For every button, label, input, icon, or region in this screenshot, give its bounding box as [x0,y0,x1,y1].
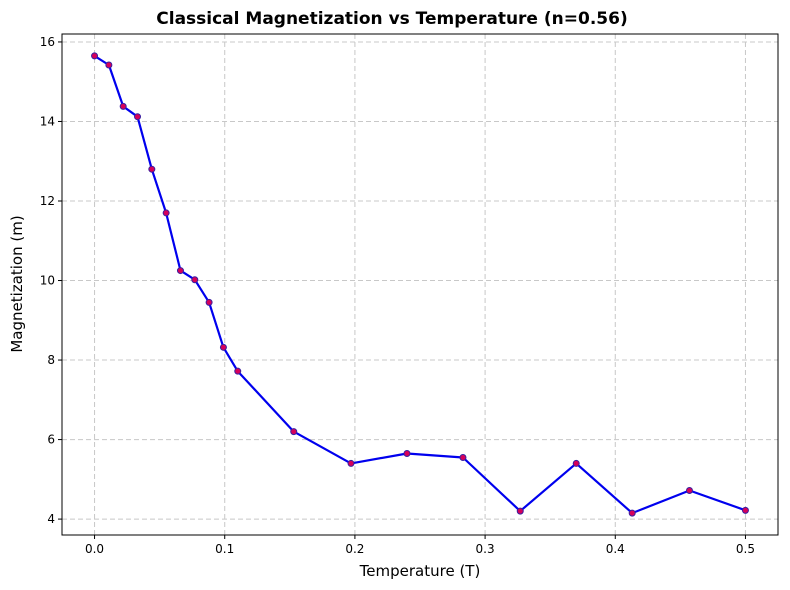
y-tick-label: 16 [40,35,55,49]
y-axis-label: Magnetization (m) [8,215,26,352]
data-point [290,428,298,436]
data-point [91,52,99,60]
x-tick-label: 0.2 [345,542,364,556]
data-point [347,459,355,467]
y-tick-label: 12 [40,194,55,208]
series-line [93,54,746,515]
data-point [148,165,156,173]
data-point [234,367,242,375]
ticks: 0.0 0.1 0.2 0.3 0.4 0.5 4 6 8 10 12 14 16 [40,35,755,556]
y-tick-label: 10 [40,274,55,288]
plot-frame [61,33,779,536]
data-point [205,298,213,306]
y-tick-label: 4 [47,512,55,526]
data-point [105,61,113,69]
y-tick-label: 8 [47,353,55,367]
data-point [628,509,636,517]
series [91,52,749,517]
y-tick-label: 14 [40,114,55,128]
x-tick-label: 0.4 [606,542,625,556]
data-point [459,453,467,461]
chart-title: Classical Magnetization vs Temperature (… [156,9,627,29]
data-point [516,507,524,515]
x-tick-label: 0.5 [736,542,755,556]
x-tick-label: 0.1 [215,542,234,556]
grid [62,34,778,535]
data-point [403,449,411,457]
x-axis-label: Temperature (T) [359,562,481,580]
data-point [134,113,142,121]
data-point [685,486,693,494]
data-point [176,267,184,275]
data-point [119,102,127,110]
data-point [219,343,227,351]
data-point [162,209,170,217]
y-tick-label: 6 [47,433,55,447]
data-point [191,276,199,284]
data-point [741,506,749,514]
x-tick-label: 0.3 [476,542,495,556]
data-point [572,459,580,467]
x-tick-label: 0.0 [85,542,104,556]
